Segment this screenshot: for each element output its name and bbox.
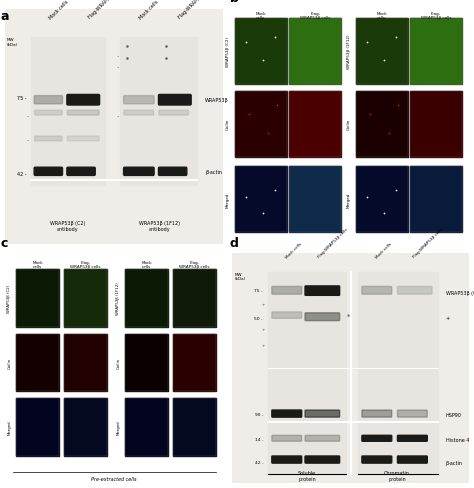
Text: +: +	[262, 327, 265, 331]
Text: Flag-WRAP53β cells: Flag-WRAP53β cells	[318, 227, 349, 259]
Text: +: +	[446, 315, 450, 321]
Bar	[64, 334, 107, 391]
Bar	[289, 167, 341, 232]
Text: ·: ·	[116, 113, 118, 120]
Text: MW
(kDa): MW (kDa)	[235, 272, 246, 281]
Bar	[268, 272, 346, 474]
Bar	[235, 19, 287, 85]
Text: Flag-
WRAP53β cells: Flag- WRAP53β cells	[300, 12, 330, 20]
FancyBboxPatch shape	[272, 312, 301, 319]
Text: Flag-WRAP53β cells: Flag-WRAP53β cells	[88, 0, 125, 20]
FancyBboxPatch shape	[397, 410, 427, 417]
Text: Mock cells: Mock cells	[138, 0, 159, 20]
Bar	[173, 398, 216, 456]
Text: MW
(kDa): MW (kDa)	[7, 38, 18, 46]
FancyBboxPatch shape	[305, 435, 339, 441]
Text: Mock
cells: Mock cells	[32, 261, 43, 269]
FancyBboxPatch shape	[67, 95, 100, 106]
Text: 75 -: 75 -	[17, 96, 27, 102]
Bar	[356, 19, 408, 85]
Text: Mock cells: Mock cells	[374, 241, 392, 259]
Bar	[410, 92, 462, 157]
Text: Flag-
WRAP53β cells: Flag- WRAP53β cells	[421, 12, 451, 20]
Text: *: *	[346, 313, 350, 319]
Text: WRAP53β (C2): WRAP53β (C2)	[7, 285, 11, 313]
FancyBboxPatch shape	[159, 111, 189, 116]
Bar	[64, 398, 107, 456]
Text: c: c	[0, 236, 8, 249]
FancyBboxPatch shape	[305, 313, 339, 321]
Bar	[64, 398, 107, 456]
Text: 14 -: 14 -	[255, 438, 263, 442]
FancyBboxPatch shape	[272, 456, 301, 463]
Bar	[289, 19, 341, 85]
Text: WRAP53β (C2): WRAP53β (C2)	[446, 290, 474, 295]
Text: Coilin: Coilin	[347, 119, 351, 130]
FancyBboxPatch shape	[397, 287, 432, 295]
Text: Coilin: Coilin	[7, 357, 11, 368]
Bar	[410, 92, 462, 157]
Text: WRAP53β (1F12)
antibody: WRAP53β (1F12) antibody	[139, 221, 180, 231]
Bar	[235, 167, 287, 232]
FancyBboxPatch shape	[362, 435, 392, 441]
FancyBboxPatch shape	[305, 286, 339, 296]
Text: Pre-extracted cells: Pre-extracted cells	[91, 476, 137, 481]
FancyBboxPatch shape	[67, 111, 99, 116]
Text: Merged: Merged	[226, 192, 230, 207]
FancyBboxPatch shape	[34, 97, 63, 104]
Text: Merged: Merged	[7, 420, 11, 434]
Text: HSP90: HSP90	[446, 412, 461, 417]
FancyBboxPatch shape	[362, 410, 392, 417]
Bar	[16, 334, 59, 391]
Bar	[16, 398, 59, 456]
Text: Coilin: Coilin	[116, 357, 120, 368]
Text: Flag-
WRAP53β cells: Flag- WRAP53β cells	[179, 261, 210, 269]
Text: Mock
cells: Mock cells	[376, 12, 387, 20]
Bar	[410, 167, 462, 232]
FancyBboxPatch shape	[158, 95, 191, 106]
Bar	[64, 334, 107, 391]
Text: WRAP53β (1F12): WRAP53β (1F12)	[347, 35, 351, 69]
Bar	[410, 19, 462, 85]
Text: Histone 4: Histone 4	[446, 437, 469, 442]
Bar	[289, 167, 341, 232]
Bar	[289, 19, 341, 85]
FancyBboxPatch shape	[124, 97, 154, 104]
FancyBboxPatch shape	[397, 456, 427, 463]
Text: Coilin: Coilin	[226, 119, 230, 130]
Bar	[120, 38, 197, 185]
FancyBboxPatch shape	[34, 168, 63, 176]
Text: ·: ·	[116, 54, 118, 60]
Bar	[125, 270, 168, 327]
Text: Mock cells: Mock cells	[48, 0, 70, 20]
Bar	[64, 270, 107, 327]
FancyBboxPatch shape	[124, 168, 154, 176]
FancyBboxPatch shape	[272, 410, 301, 417]
Text: 42 -: 42 -	[255, 461, 263, 465]
FancyBboxPatch shape	[124, 111, 154, 116]
FancyBboxPatch shape	[362, 287, 392, 295]
Text: Flag-
WRAP53β cells: Flag- WRAP53β cells	[70, 261, 100, 269]
Bar	[289, 92, 341, 157]
Bar	[356, 92, 408, 157]
Bar	[173, 334, 216, 391]
Bar	[358, 272, 438, 474]
Bar	[173, 270, 216, 327]
Bar	[16, 270, 59, 327]
FancyBboxPatch shape	[397, 435, 427, 441]
Text: WRAP53β (C2)
antibody: WRAP53β (C2) antibody	[50, 221, 86, 231]
Text: WRAP53β (C2): WRAP53β (C2)	[226, 37, 230, 67]
FancyBboxPatch shape	[67, 168, 95, 176]
FancyBboxPatch shape	[362, 456, 392, 463]
Bar	[125, 334, 168, 391]
Bar	[356, 167, 408, 232]
Text: ·: ·	[27, 138, 29, 144]
Bar	[235, 167, 287, 232]
Bar	[64, 270, 107, 327]
Text: a: a	[0, 10, 9, 23]
Text: 42 -: 42 -	[17, 171, 27, 176]
Text: Merged: Merged	[347, 192, 351, 207]
FancyBboxPatch shape	[67, 137, 99, 142]
Bar	[16, 334, 59, 391]
Text: Chromatin
protein: Chromatin protein	[384, 470, 410, 481]
